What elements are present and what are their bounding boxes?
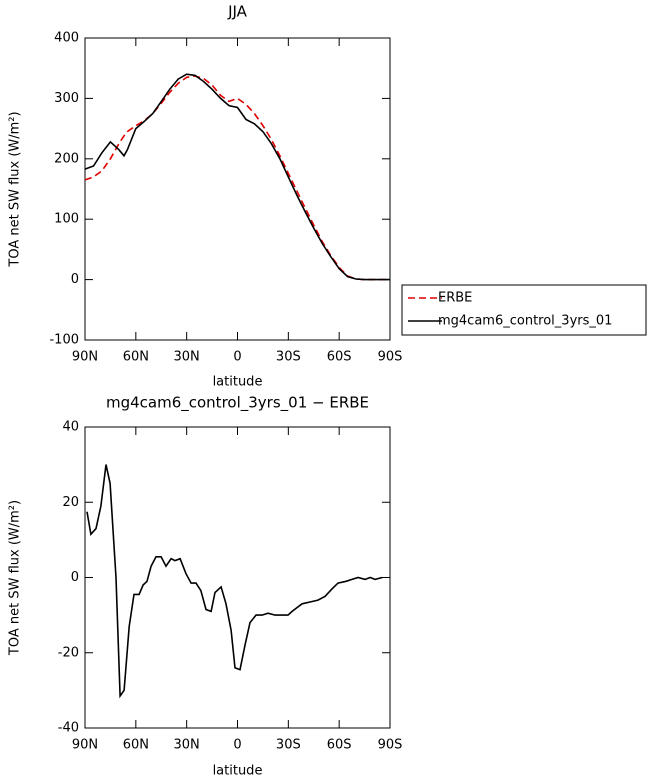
- y-tick-label: 100: [54, 212, 79, 227]
- data-line: [84, 75, 390, 281]
- y-axis-label: TOA net SW flux (W/m²): [8, 111, 23, 267]
- y-tick-label: 20: [62, 495, 79, 510]
- x-tick-label: 90S: [378, 350, 403, 365]
- x-axis-label: latitude: [213, 375, 263, 390]
- y-tick-label: 0: [71, 272, 79, 287]
- y-tick-label: -40: [58, 721, 79, 736]
- y-tick-label: 200: [54, 151, 79, 166]
- x-tick-label: 0: [233, 350, 241, 365]
- x-tick-label: 60S: [327, 738, 352, 753]
- x-tick-label: 90S: [378, 738, 403, 753]
- x-tick-label: 60N: [123, 350, 149, 365]
- chart-title: mg4cam6_control_3yrs_01 − ERBE: [106, 394, 369, 413]
- y-tick-label: -20: [58, 645, 79, 660]
- x-tick-label: 60S: [327, 350, 352, 365]
- x-tick-label: 30S: [276, 738, 301, 753]
- x-tick-label: 30S: [276, 350, 301, 365]
- plot-frame: [84, 426, 391, 729]
- data-line: [84, 73, 390, 281]
- x-axis-label: latitude: [213, 764, 263, 779]
- x-tick-label: 60N: [123, 738, 149, 753]
- y-axis-label: TOA net SW flux (W/m²): [8, 500, 23, 656]
- y-tick-label: -100: [49, 333, 79, 348]
- legend-label: mg4cam6_control_3yrs_01: [438, 314, 612, 329]
- y-tick-label: 40: [62, 420, 79, 435]
- data-line: [86, 464, 383, 699]
- x-tick-label: 90N: [72, 350, 98, 365]
- y-tick-label: 300: [54, 91, 79, 106]
- x-tick-label: 90N: [72, 738, 98, 753]
- x-tick-label: 30N: [174, 350, 200, 365]
- y-tick-label: 400: [54, 31, 79, 46]
- y-tick-label: 0: [71, 570, 79, 585]
- x-tick-label: 30N: [174, 738, 200, 753]
- legend-box: [401, 284, 647, 336]
- legend-label: ERBE: [438, 291, 472, 306]
- plot-frame: [84, 37, 391, 341]
- chart-title: JJA: [227, 3, 248, 21]
- x-tick-label: 0: [233, 738, 241, 753]
